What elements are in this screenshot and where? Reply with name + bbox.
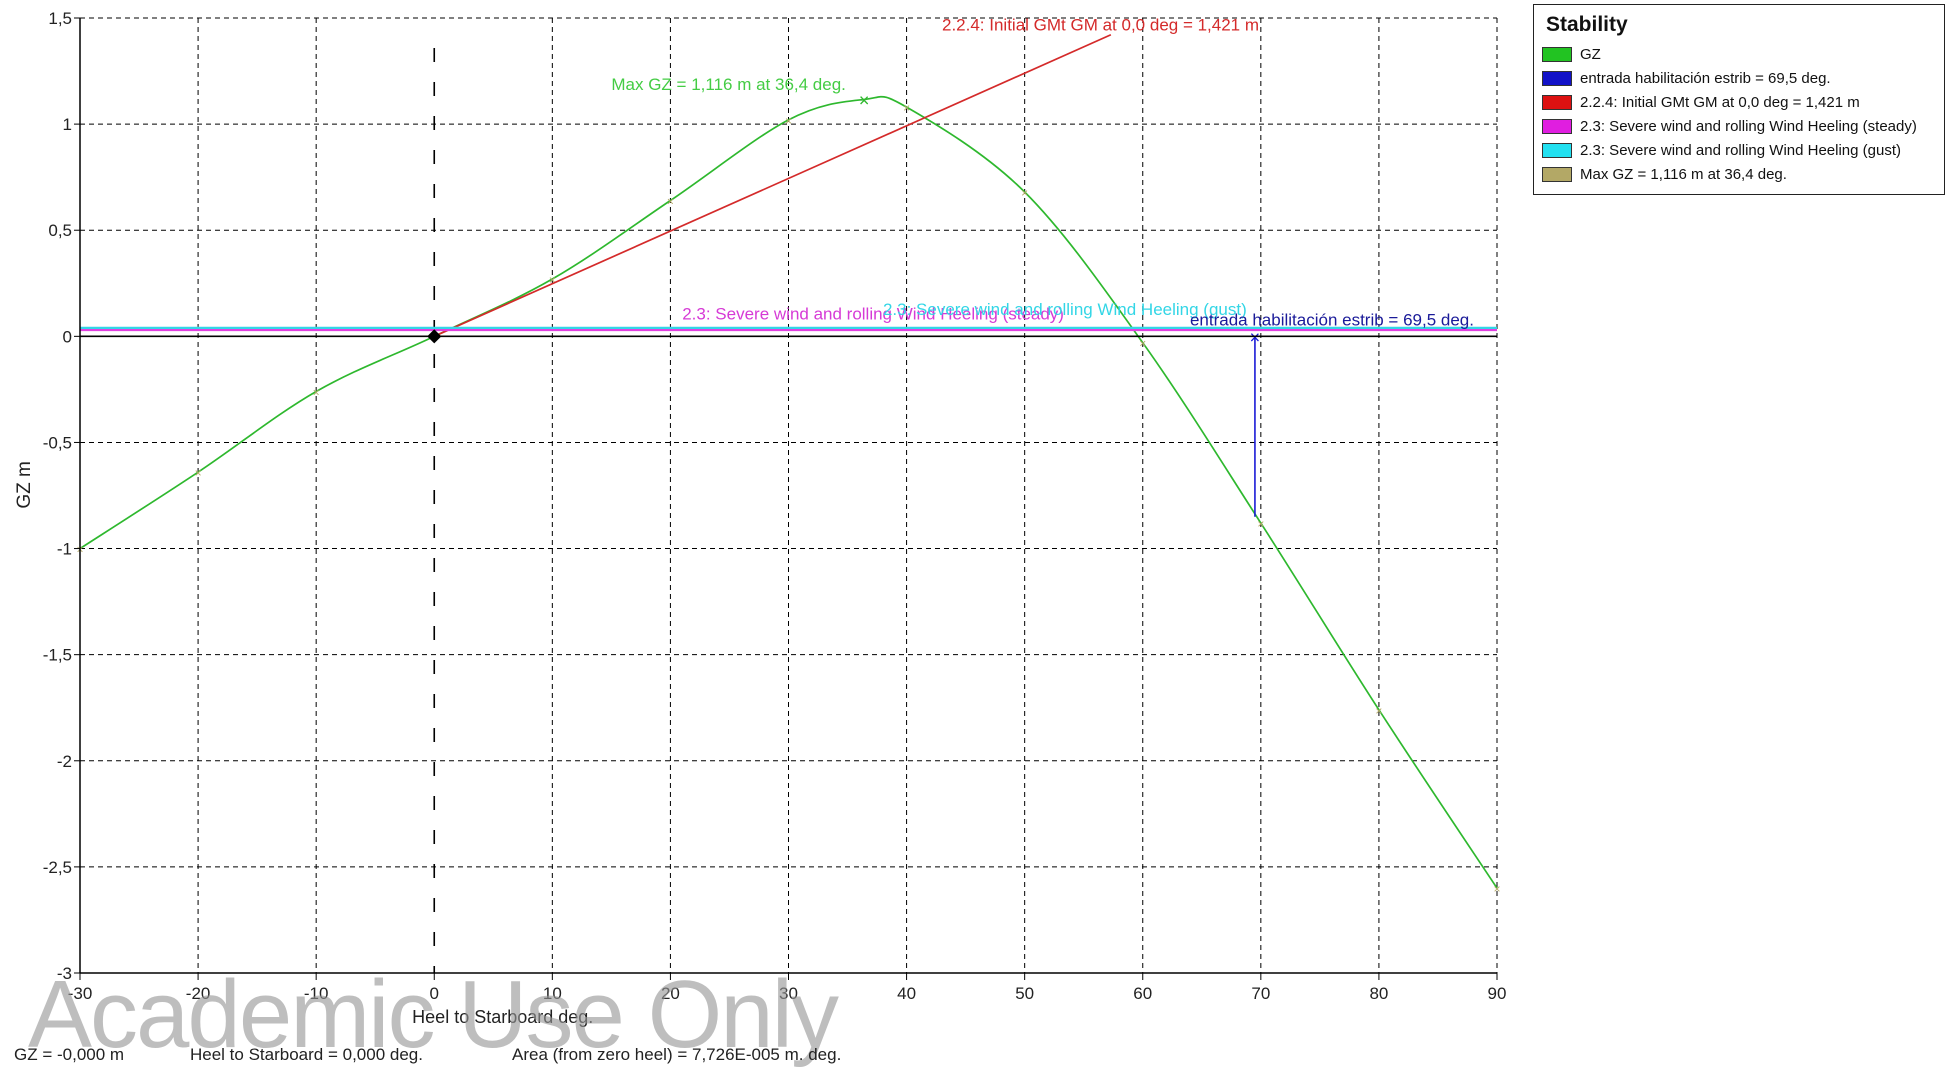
status-area: Area (from zero heel) = 7,726E-005 m. de… (512, 1045, 842, 1064)
gz-curve (79, 95, 1498, 889)
y-tick-label: -2,5 (43, 858, 72, 877)
y-axis-label: GZ m (14, 461, 35, 509)
legend-swatch (1542, 142, 1572, 158)
legend-swatch (1542, 46, 1572, 62)
x-tick-label: 50 (1015, 984, 1034, 1003)
x-tick-label: 90 (1488, 984, 1507, 1003)
y-tick-label: 0,5 (48, 221, 72, 240)
gz-point-marker: × (1375, 704, 1382, 718)
legend-label: 2.3: Severe wind and rolling Wind Heelin… (1580, 117, 1917, 135)
legend-item: 2.3: Severe wind and rolling Wind Heelin… (1542, 139, 1901, 161)
legend-box: Stability GZ entrada habilitación estrib … (1533, 4, 1945, 195)
x-axis-label: Heel to Starboard deg. (412, 1007, 593, 1027)
gz-point-marker: × (1139, 337, 1146, 351)
legend-item: 2.2.4: Initial GMt GM at 0,0 deg = 1,421… (1542, 91, 1860, 113)
legend-label: GZ (1580, 45, 1601, 63)
gz-point-marker: × (861, 93, 868, 107)
legend-item: Max GZ = 1,116 m at 36,4 deg. (1542, 163, 1787, 185)
legend-label: entrada habilitación estrib = 69,5 deg. (1580, 69, 1831, 87)
series-lines: ×××××××××××××× (76, 33, 1501, 896)
watermark: Academic Use Only (28, 961, 839, 1068)
max-gz-marker: × (859, 90, 870, 110)
x-tick-label: 30 (779, 984, 798, 1003)
legend-title: Stability (1546, 13, 1628, 36)
grid (80, 17, 1498, 973)
x-tick-label: 60 (1133, 984, 1152, 1003)
series-line-1 (433, 33, 1112, 338)
annotation-2: 2.3: Severe wind and rolling Wind Heelin… (682, 304, 1064, 323)
x-tick-label: 20 (661, 984, 680, 1003)
gz-point-marker: × (1493, 882, 1500, 896)
x-tick-label: 40 (897, 984, 916, 1003)
gz-point-marker: × (667, 195, 674, 209)
gz-point-marker: × (313, 386, 320, 400)
legend-item: GZ (1542, 43, 1601, 65)
x-tick-label: -30 (68, 984, 93, 1003)
legend-label: Max GZ = 1,116 m at 36,4 deg. (1580, 165, 1787, 183)
gz-point-marker: × (1257, 517, 1264, 531)
gz-point-marker: × (549, 273, 556, 287)
y-tick-label: -1,5 (43, 646, 72, 665)
y-tick-label: -1 (57, 540, 72, 559)
gz-point-marker: × (903, 101, 910, 115)
annotation-0: 2.2.4: Initial GMt GM at 0,0 deg = 1,421… (942, 16, 1259, 35)
x-tick-label: 10 (543, 984, 562, 1003)
x-tick-label: 0 (430, 984, 439, 1003)
gz-point-marker: × (785, 114, 792, 128)
x-tick-label: -10 (304, 984, 329, 1003)
legend-swatch (1542, 166, 1572, 182)
y-tick-label: 1 (63, 115, 72, 134)
gz-point-marker: × (195, 466, 202, 480)
x-tick-label: -20 (186, 984, 211, 1003)
legend-swatch (1542, 94, 1572, 110)
gz-point-marker: × (1021, 186, 1028, 200)
legend-item: 2.3: Severe wind and rolling Wind Heelin… (1542, 115, 1917, 137)
annotation-1: Max GZ = 1,116 m at 36,4 deg. (611, 75, 846, 94)
status-gz: GZ = -0,000 m (14, 1045, 125, 1064)
x-tick-label: 70 (1251, 984, 1270, 1003)
legend-label: 2.3: Severe wind and rolling Wind Heelin… (1580, 141, 1901, 159)
y-tick-label: -2 (57, 752, 72, 771)
status-heel: Heel to Starboard = 0,000 deg. (190, 1045, 423, 1064)
x-tick-label: 80 (1369, 984, 1388, 1003)
y-tick-label: -0,5 (43, 433, 72, 452)
annotation-4: entrada habilitación estrib = 69,5 deg. (1190, 311, 1474, 330)
y-tick-label: -3 (57, 964, 72, 983)
y-tick-label: 0 (63, 327, 72, 346)
legend-item: entrada habilitación estrib = 69,5 deg. (1542, 67, 1831, 89)
annotation-3: 2.3: Severe wind and rolling Wind Heelin… (883, 300, 1247, 319)
legend-label: 2.2.4: Initial GMt GM at 0,0 deg = 1,421… (1580, 93, 1860, 111)
axes: -30 -20 -10 0 10 20 30 40 50 60 70 80 90 1,5 1 0,5 0 -0,5… (14, 9, 1506, 1027)
legend-swatch (1542, 118, 1572, 134)
legend-swatch (1542, 70, 1572, 86)
angle-marker: × (1250, 327, 1261, 347)
annotations: 2.2.4: Initial GMt GM at 0,0 deg = 1,421… (611, 16, 1474, 330)
y-tick-label: 1,5 (48, 9, 72, 28)
